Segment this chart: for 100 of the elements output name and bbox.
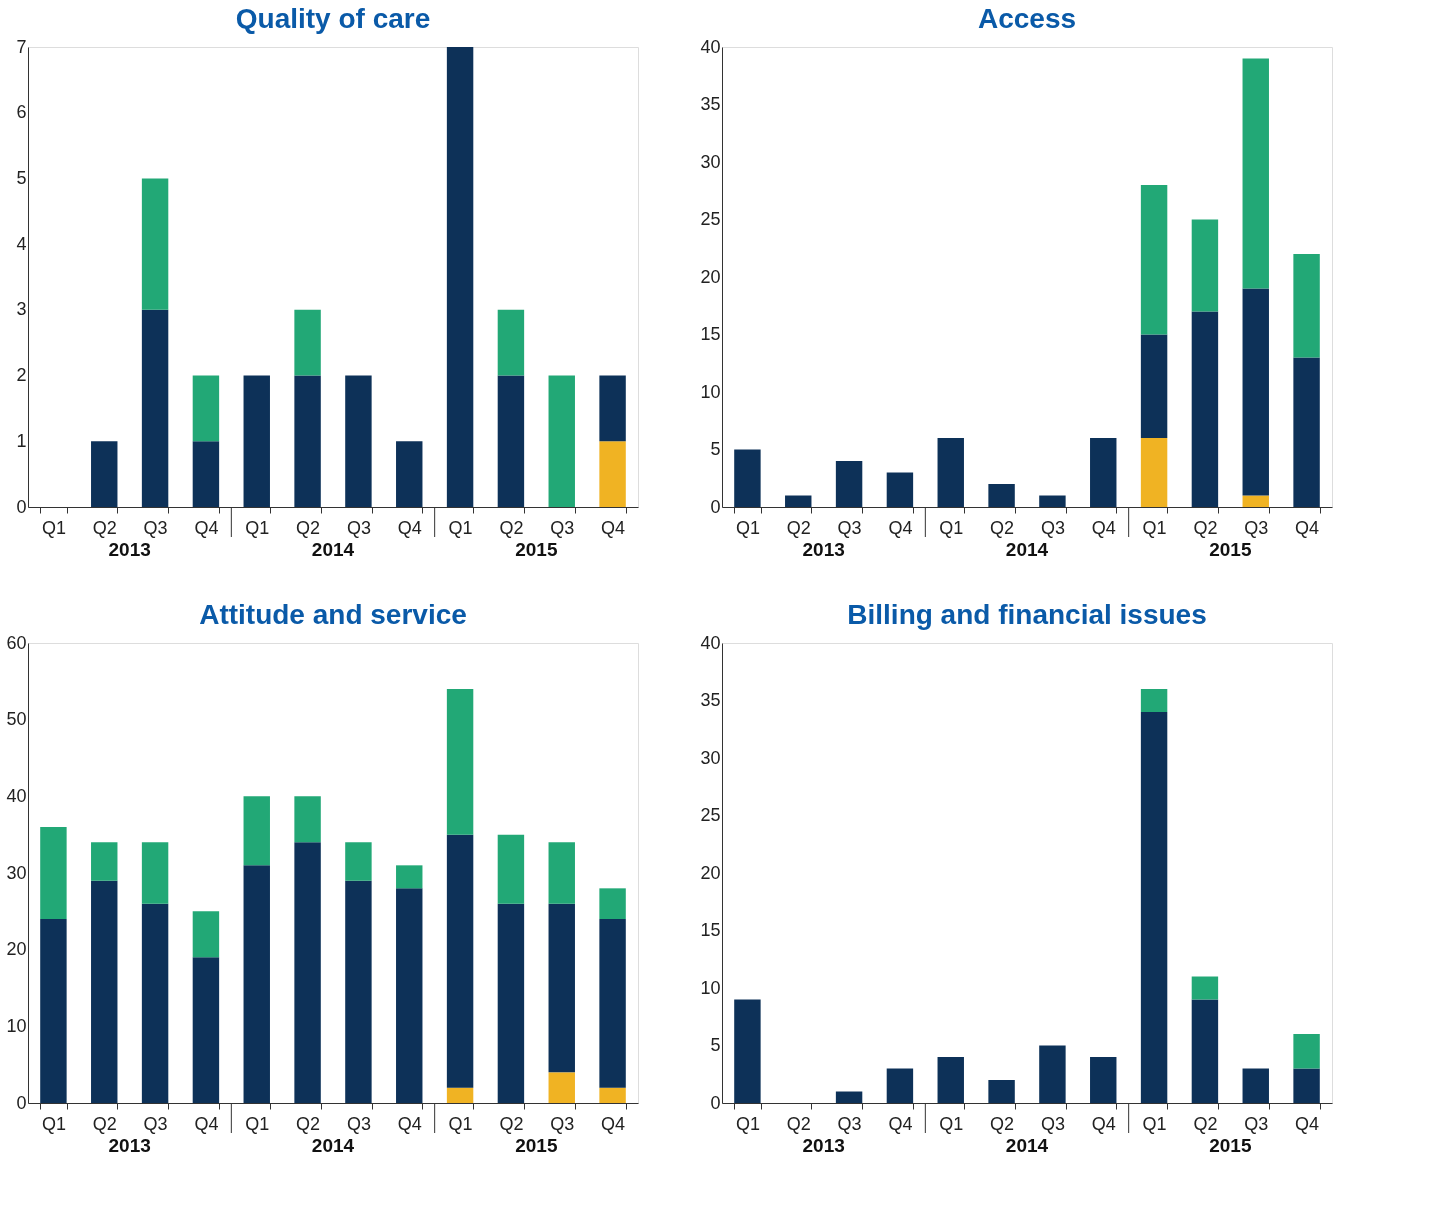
y-tick-label: 3 [16,299,27,320]
x-tick-label: Q4 [1295,517,1320,538]
x-tick-label: Q3 [143,517,168,538]
y-tick-label: 7 [16,36,27,57]
text: 2013 [108,1135,151,1156]
y-tick-label: 4 [16,233,27,254]
x-tick-label: Q3 [837,1113,862,1134]
y-tick-label: 35 [700,690,721,710]
x-tick-label: Q4 [1091,517,1116,538]
x-tick-label: Q2 [1193,517,1218,538]
x-tick-label: Q1 [939,517,964,538]
text: 2015 [515,539,558,560]
chart-title: Billing and financial issues [847,599,1207,630]
bar [294,309,321,376]
bar [548,1072,575,1103]
x-tick-label: Q1 [41,517,66,538]
y-tick-label: 35 [700,94,721,114]
y-tick-label: 1 [16,430,27,451]
bar [548,903,575,1073]
bar [192,441,220,507]
x-tick-label: Q1 [735,517,760,538]
bar [886,472,914,507]
bar [1293,1068,1320,1103]
bar [294,796,321,843]
y-tick-label: 5 [710,439,721,459]
bar [243,796,270,866]
bar [91,842,118,881]
bar [1039,495,1066,507]
bar [497,903,525,1103]
x-tick-label: Q2 [1193,1113,1218,1134]
x-tick-label: Q2 [786,517,811,538]
bar [1090,1057,1117,1103]
x-tick-label: Q3 [1040,517,1065,538]
y-tick-label: 10 [700,381,721,402]
y-tick-label: 5 [16,167,27,188]
text: 2013 [802,539,845,560]
x-tick-label: Q1 [245,517,270,538]
bar [294,842,321,1103]
y-tick-label: 20 [700,266,721,287]
bar [1293,1034,1320,1069]
y-tick-label: 30 [700,747,721,768]
bar [599,441,626,507]
y-tick-label: 0 [710,496,721,517]
bar [40,827,67,919]
x-tick-label: Q4 [601,517,626,538]
y-tick-label: 10 [6,1015,27,1036]
x-tick-label: Q3 [1244,1113,1269,1134]
bar [345,375,372,507]
y-tick-label: 0 [16,496,27,517]
bar [988,484,1015,507]
bar [734,999,761,1103]
y-tick-label: 40 [6,785,27,806]
text: 2015 [1209,539,1252,560]
bar [192,957,220,1103]
bar [192,911,220,958]
x-tick-label: Q4 [194,517,219,538]
x-tick-label: Q2 [92,517,117,538]
bar [835,1091,863,1103]
y-tick-label: 5 [710,1035,721,1055]
bar [1293,254,1320,358]
bar [141,842,169,904]
x-tick-label: Q3 [143,1113,168,1134]
x-tick-label: Q3 [837,517,862,538]
y-tick-label: 30 [6,862,27,883]
bar [396,441,423,507]
x-tick-label: Q1 [41,1113,66,1134]
x-tick-label: Q4 [397,1113,422,1134]
bar [937,438,964,507]
chart-title: Quality of care [235,3,431,34]
x-tick-label: Q1 [939,1113,964,1134]
bar [886,1068,914,1103]
x-tick-label: Q1 [1142,1113,1167,1134]
y-tick-label: 10 [700,977,721,998]
bar [599,888,626,919]
bar [1140,185,1168,335]
bar [294,375,321,507]
y-tick-label: 2 [16,365,27,386]
x-tick-label: Q4 [888,1113,913,1134]
bar [1191,219,1219,312]
bar [192,375,220,442]
y-tick-label: 20 [6,939,27,960]
bar [345,842,372,881]
bar [1191,999,1219,1103]
bar [599,1087,626,1103]
y-tick-label: 40 [700,36,721,57]
bar [548,375,575,507]
text: 2013 [108,539,151,560]
bar [1140,712,1168,1103]
bar [141,309,169,507]
x-tick-label: Q1 [1142,517,1167,538]
bar [1039,1045,1066,1103]
x-tick-label: Q2 [92,1113,117,1134]
y-tick-label: 15 [700,324,721,344]
bar [497,309,525,376]
y-tick-label: 0 [710,1092,721,1113]
chart-title: Access [977,3,1077,34]
x-tick-label: Q3 [550,517,575,538]
bar [734,449,761,507]
y-tick-label: 40 [700,632,721,653]
bar [497,834,525,904]
